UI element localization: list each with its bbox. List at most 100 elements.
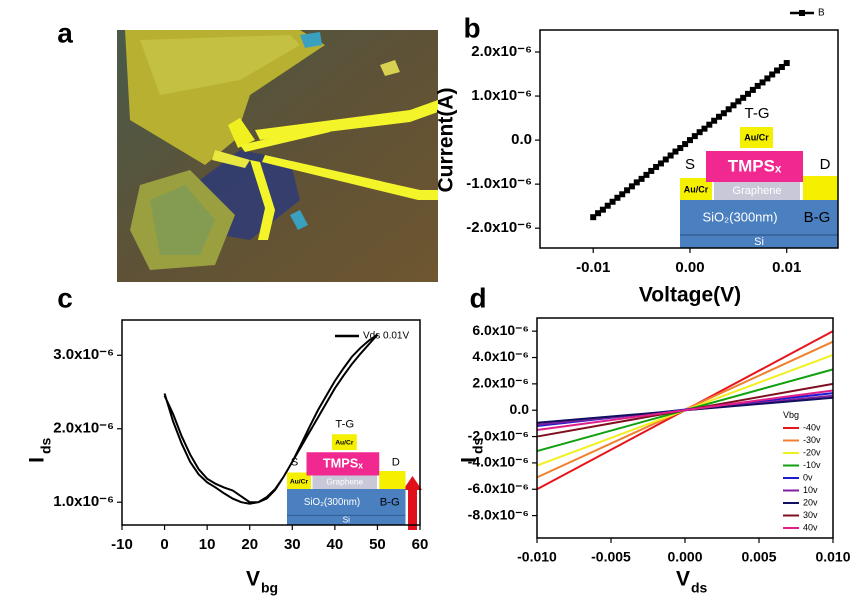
substrate-layer [680, 235, 838, 248]
x-tick-label: 50 [369, 536, 386, 553]
plot-frame [539, 29, 839, 249]
plot-frame [121, 319, 421, 526]
x-tick-label: 0.000 [667, 549, 702, 565]
inset-label: Graphene [326, 477, 363, 486]
y-tick-label: -4.0x10⁻⁶ [468, 454, 529, 470]
y-tick-label: 3.0x10⁻⁶ [53, 346, 114, 363]
inset-label: Au/Cr [744, 132, 769, 142]
oxide-layer [287, 489, 406, 516]
micrograph [117, 30, 438, 282]
y-tick-label: -2.0x10⁻⁶ [466, 219, 532, 236]
data-point [720, 110, 727, 117]
device-inset: T-G Au/Cr TMPSₓ S D Au/Cr Graphene SiO₂(300nm) B… [287, 418, 406, 525]
y-tick-label: -8.0x10⁻⁶ [468, 506, 529, 522]
legend-marker [799, 10, 805, 16]
x-tick-label: -0.005 [591, 549, 631, 565]
x-axis-label: V [246, 568, 260, 591]
y-tick-label: 2.0x10⁻⁶ [53, 420, 114, 437]
inset-label: SiO₂(300nm) [304, 497, 360, 508]
data-point [638, 175, 645, 182]
data-point [624, 187, 631, 194]
data-point [691, 133, 698, 140]
inset-label: Graphene [733, 185, 782, 197]
x-tick-label: -0.01 [576, 259, 610, 276]
x-tick-label: 60 [412, 536, 429, 553]
inset-label: TMPSₓ [728, 156, 782, 175]
data-point [599, 206, 606, 213]
data-point [590, 214, 597, 221]
gate-contact [740, 127, 773, 148]
source-contact [287, 472, 311, 489]
inset-label: Au/Cr [335, 439, 354, 446]
source-contact [680, 178, 712, 200]
x-axis-label: V [676, 568, 690, 591]
data-point [653, 163, 660, 170]
data-point [783, 60, 790, 67]
data-point [696, 129, 703, 136]
legend-label: 40v [803, 522, 818, 532]
data-point [686, 137, 693, 144]
y-tick-label: 2.0x10⁻⁶ [471, 43, 532, 60]
data-point [672, 148, 679, 155]
x-tick-label: 40 [327, 536, 344, 553]
data-point [682, 141, 689, 148]
legend-label: Vds 0.01V [363, 331, 409, 342]
data-point [740, 94, 747, 101]
data-point [609, 198, 616, 205]
data-point [764, 75, 771, 82]
data-point [749, 86, 756, 93]
panel-label: a [57, 17, 73, 48]
legend-label: -20v [803, 447, 821, 457]
y-axis-label-sub: ds [38, 437, 54, 454]
data-point [706, 121, 713, 128]
data-point [711, 117, 718, 124]
data-point [643, 171, 650, 178]
inset-label: T-G [335, 418, 354, 430]
legend-label: 10v [803, 485, 818, 495]
data-point [667, 152, 674, 159]
data-point [769, 71, 776, 78]
device-inset: T-G Au/Cr TMPSₓ S D Au/Cr Graphene SiO₂(300nm) B… [680, 105, 838, 248]
inset-label: S [291, 457, 299, 469]
data-point [648, 167, 655, 174]
data-point [754, 82, 761, 89]
inset-label: B-G [380, 496, 400, 508]
legend-label: B [818, 8, 825, 19]
inset-label: Si [343, 516, 351, 525]
inset-label: TMPSₓ [323, 456, 363, 471]
data-point [677, 145, 684, 152]
y-tick-label: 1.0x10⁻⁶ [53, 493, 114, 510]
inset-label: SiO₂(300nm) [702, 209, 777, 224]
y-axis-label-sub: ds [470, 437, 486, 454]
inset-label: D [820, 156, 831, 173]
inset-label: Au/Cr [290, 478, 309, 485]
channel-layer [306, 452, 380, 476]
x-tick-label: 10 [199, 536, 216, 553]
oxide-layer [680, 200, 838, 235]
y-tick-label: 0.0 [511, 131, 532, 148]
inset-label: Si [754, 236, 764, 248]
y-axis-label: I [458, 457, 481, 463]
data-point [774, 67, 781, 74]
x-tick-label: 0.010 [815, 549, 850, 565]
series-line [536, 389, 834, 431]
legend-label: 30v [803, 510, 818, 520]
y-tick-label: -2.0x10⁻⁶ [468, 427, 529, 443]
drain-contact [379, 471, 406, 489]
data-point [633, 179, 640, 186]
data-point [595, 210, 602, 217]
plot-frame [536, 317, 834, 539]
y-tick-label: 6.0x10⁻⁶ [472, 322, 529, 338]
x-tick-label: -0.010 [517, 549, 557, 565]
y-tick-label: 4.0x10⁻⁶ [472, 348, 529, 364]
x-axis-label-sub: ds [691, 580, 708, 596]
y-tick-label: 2.0x10⁻⁶ [472, 375, 529, 391]
y-tick-label: -6.0x10⁻⁶ [468, 480, 529, 496]
legend-label: -10v [803, 460, 821, 470]
y-tick-label: -1.0x10⁻⁶ [466, 175, 532, 192]
data-point [759, 79, 766, 86]
x-axis-label: Voltage(V) [639, 284, 741, 307]
x-tick-label: 30 [284, 536, 301, 553]
y-axis-label: I [26, 457, 49, 463]
